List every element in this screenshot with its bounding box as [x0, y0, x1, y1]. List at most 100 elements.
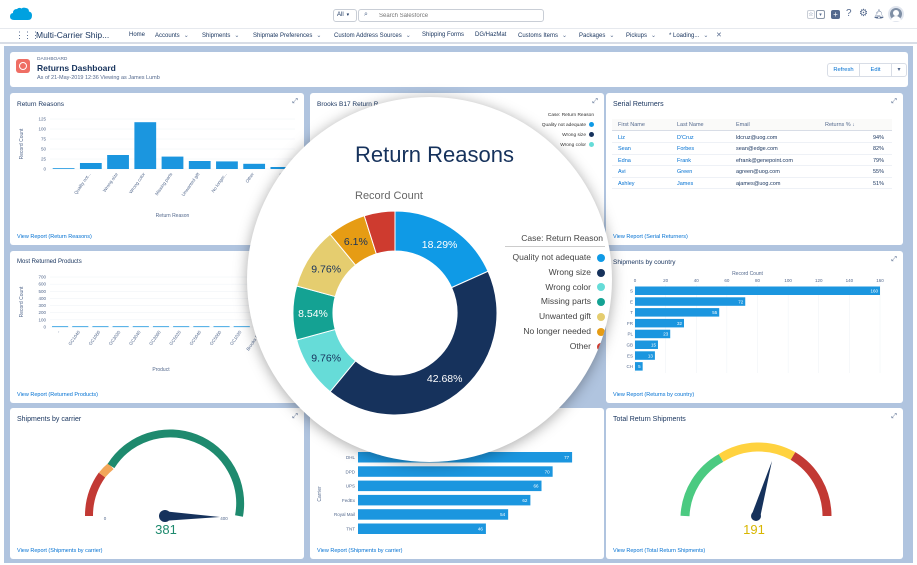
nav-item[interactable]: DG/HazMat — [475, 32, 506, 38]
edit-button[interactable]: Edit — [860, 64, 892, 76]
last-name-cell[interactable]: Frank — [677, 157, 692, 164]
last-name-cell[interactable]: D'Cruz — [677, 134, 694, 141]
chevron-down-icon[interactable]: ⌄ — [562, 33, 568, 39]
last-name-cell[interactable]: James — [677, 180, 694, 187]
legend-item[interactable]: Unwanted gift — [539, 311, 605, 321]
view-report-link[interactable]: View Report (Return Reasons) — [17, 234, 92, 240]
view-report-link[interactable]: View Report (Shipments by carrier) — [317, 548, 403, 554]
y-tick-label: DHL — [346, 455, 355, 460]
nav-item[interactable]: Home — [129, 32, 145, 38]
expand-icon[interactable]: ⤢ — [292, 98, 298, 105]
column-header[interactable]: Returns % ↓ — [825, 122, 855, 128]
table-row[interactable]: Liz D'Cruz ldcruz@uog.com 94% — [612, 132, 892, 143]
nav-item-label: Shipping Forms — [422, 32, 465, 38]
legend-item[interactable]: Quality not adequate — [513, 252, 605, 262]
chevron-down-icon[interactable]: ⌄ — [316, 33, 322, 39]
table-row[interactable]: Edna Frank efrank@genepoint.com 79% — [612, 155, 892, 166]
bar-value-label: 66 — [533, 484, 539, 489]
search-input[interactable] — [379, 11, 539, 20]
nav-item[interactable]: Shipping Forms — [422, 32, 464, 38]
expand-icon[interactable]: ⤢ — [891, 256, 897, 263]
close-tab-icon[interactable]: ✕ — [716, 32, 722, 39]
bar — [358, 466, 553, 477]
chevron-down-icon[interactable]: ⌄ — [703, 33, 709, 39]
legend-item[interactable]: Wrong color — [545, 282, 605, 292]
nav-item[interactable]: Custom Address Sources ⌄ — [334, 32, 411, 39]
expand-icon[interactable]: ⤢ — [891, 413, 897, 420]
nav-item-label: Shipments — [202, 33, 231, 39]
column-header[interactable]: Email — [736, 122, 750, 128]
bar — [635, 362, 643, 371]
nav-item[interactable]: Accounts ⌄ — [155, 32, 189, 39]
last-name-cell[interactable]: Forbes — [677, 146, 695, 152]
search-scope-label: All — [337, 12, 344, 18]
refresh-button[interactable]: Refresh — [828, 64, 860, 76]
first-name-cell[interactable]: Liz — [618, 134, 626, 141]
chevron-down-icon[interactable]: ⌄ — [234, 33, 240, 39]
x-tick-label: Other — [244, 171, 255, 183]
app-launcher-icon[interactable]: ⋮⋮⋮ — [15, 30, 40, 40]
table-row[interactable]: Avi Green agreen@uog.com 55% — [612, 167, 892, 178]
setup-gear-icon[interactable]: ⚙ — [859, 8, 868, 19]
help-icon[interactable]: ? — [846, 8, 852, 19]
legend-item[interactable]: Missing parts — [541, 296, 605, 306]
bar — [635, 286, 880, 295]
more-actions-chevron-icon[interactable]: ▾ — [897, 67, 901, 73]
donut-slice-label: 18.29% — [422, 239, 458, 251]
favorites-star-icon[interactable]: ☆ — [807, 10, 815, 19]
expand-icon[interactable]: ⤢ — [891, 98, 897, 105]
gauge-value: 381 — [155, 522, 177, 537]
chevron-down-icon[interactable]: ⌄ — [651, 33, 657, 39]
nav-item[interactable]: Shipmate Preferences ⌄ — [253, 32, 321, 39]
x-tick-label: 40 — [694, 278, 700, 283]
expand-icon[interactable]: ⤢ — [592, 98, 598, 105]
legend-item[interactable]: Other — [570, 341, 605, 351]
y-tick-label: 25 — [41, 157, 47, 162]
chevron-down-icon[interactable]: ⌄ — [609, 33, 615, 39]
notifications-bell-icon[interactable]: 🔔︎ — [873, 9, 885, 19]
nav-item[interactable]: Packages ⌄ — [579, 32, 614, 39]
first-name-cell[interactable]: Avi — [618, 169, 626, 175]
sort-descending-icon: ↓ — [852, 122, 855, 128]
column-header[interactable]: Last Name — [677, 122, 704, 128]
nav-item[interactable]: Customs Items ⌄ — [518, 32, 567, 39]
first-name-cell[interactable]: Sean — [618, 146, 631, 152]
view-report-link[interactable]: View Report (Returns by country) — [613, 392, 695, 398]
legend-item[interactable]: Wrong size — [549, 267, 605, 277]
small-legend-label: Wrong color — [560, 142, 586, 148]
legend-item[interactable]: No longer needed — [523, 326, 605, 336]
nav-item[interactable]: Pickups ⌄ — [626, 32, 656, 39]
card-title: Shipments by carrier — [17, 416, 82, 423]
bar-value-label: 5 — [638, 364, 641, 369]
view-report-link[interactable]: View Report (Total Return Shipments) — [613, 548, 706, 554]
nav-item[interactable]: * Loading... ⌄ — [669, 32, 708, 39]
y-tick-label: PL — [627, 332, 633, 337]
gauge-yellow-segment — [718, 442, 796, 462]
search-scope-select[interactable]: All ▾ — [333, 9, 357, 22]
last-name-cell[interactable]: Green — [677, 169, 693, 175]
chevron-down-icon[interactable]: ⌄ — [183, 33, 189, 39]
x-tick-label: 100 — [784, 278, 792, 283]
returns-pct-cell: 82% — [872, 146, 884, 152]
salesforce-cloud-icon[interactable] — [10, 7, 32, 22]
nav-item[interactable]: Shipments ⌄ — [202, 32, 239, 39]
legend-color-swatch — [597, 283, 605, 292]
bar — [52, 326, 69, 328]
chevron-down-icon[interactable]: ⌄ — [405, 33, 411, 39]
view-report-link[interactable]: View Report (Serial Returners) — [613, 234, 688, 240]
favorites-dropdown-icon[interactable]: ▾ — [816, 10, 825, 19]
table-row[interactable]: Ashley James ajames@uog.com 51% — [612, 178, 892, 189]
bar — [112, 326, 129, 328]
global-search[interactable]: ⌕ — [358, 9, 544, 22]
first-name-cell[interactable]: Edna — [618, 157, 631, 164]
return-reasons-magnified-donut: Return Reasons Record Count 18.29% 42.68%… — [247, 97, 612, 462]
column-header[interactable]: First Name — [618, 122, 645, 128]
expand-icon[interactable]: ⤢ — [292, 413, 298, 420]
first-name-cell[interactable]: Ashley — [618, 180, 635, 187]
view-report-link[interactable]: View Report (Shipments by carrier) — [17, 548, 103, 554]
user-avatar[interactable] — [888, 6, 904, 22]
table-row[interactable]: Sean Forbes sean@edge.com 82% — [612, 144, 892, 155]
view-report-link[interactable]: View Report (Returned Products) — [17, 392, 98, 398]
global-actions-plus-icon[interactable]: + — [831, 10, 840, 19]
gauge-red-segment — [84, 472, 106, 517]
